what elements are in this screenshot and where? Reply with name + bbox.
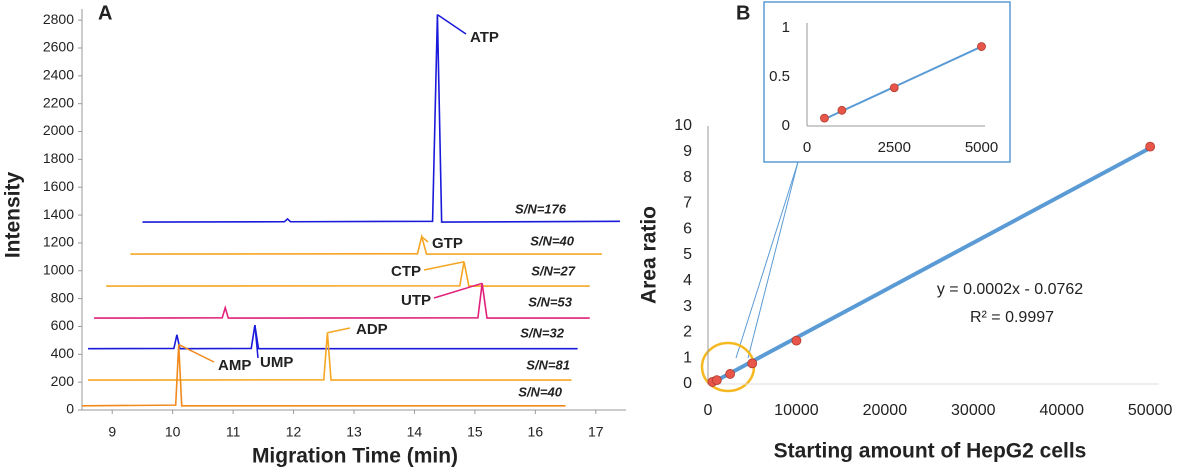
trace	[88, 332, 572, 381]
y-tick-label: 200	[51, 373, 75, 389]
y-tick-label: 6	[683, 220, 692, 237]
y-tick-label: 0	[66, 401, 74, 417]
y-tick-label: 1	[683, 349, 692, 366]
peak-connector	[436, 13, 467, 35]
y-tick-label: 1600	[43, 178, 74, 194]
panel-label: A	[98, 2, 112, 24]
x-tick-label: 5000	[965, 139, 998, 156]
y-tick-label: 0.5	[769, 68, 790, 85]
data-point	[820, 113, 829, 123]
x-axis-label: Starting amount of HepG2 cells	[774, 440, 1087, 463]
y-tick-label: 2	[683, 324, 692, 341]
trendline	[824, 45, 982, 121]
peak-label: UTP	[401, 292, 431, 309]
y-axis-label: Area ratio	[638, 206, 661, 304]
data-point	[1145, 141, 1156, 152]
y-tick-label: 1400	[43, 206, 74, 222]
x-tick-label: 50000	[1128, 402, 1173, 419]
y-tick-label: 10	[674, 117, 692, 134]
x-tick-label: 10000	[774, 402, 819, 419]
zoom-connector	[747, 161, 799, 359]
trace	[94, 283, 590, 319]
data-point	[747, 358, 758, 369]
x-tick-label: 12	[286, 424, 302, 440]
y-tick-label: 1	[782, 19, 790, 36]
sn-label: S/N=40	[518, 384, 562, 399]
y-tick-label: 0	[782, 117, 790, 134]
y-tick-label: 9	[683, 143, 692, 160]
trace	[88, 324, 578, 350]
y-tick-label: 4	[683, 272, 692, 289]
y-tick-label: 8	[683, 169, 692, 186]
x-tick-label: 40000	[1039, 402, 1084, 419]
x-tick-label: 11	[226, 424, 241, 440]
zoom-connector	[735, 161, 799, 359]
x-tick-label: 15	[467, 424, 483, 440]
sn-label: S/N=176	[515, 201, 567, 216]
y-tick-label: 1200	[43, 234, 74, 250]
trace	[106, 261, 590, 287]
peak-connector	[327, 327, 351, 334]
panel-label: B	[736, 2, 750, 24]
x-tick-label: 0	[704, 402, 713, 419]
data-point	[791, 335, 802, 346]
y-tick-label: 7	[683, 195, 692, 212]
peak-label: ADP	[356, 321, 388, 338]
peak-label: ATP	[470, 29, 499, 46]
x-tick-label: 30000	[951, 402, 996, 419]
y-tick-label: 1800	[43, 150, 74, 166]
data-point	[977, 42, 986, 51]
peak-connector	[178, 343, 215, 363]
trace	[142, 14, 620, 223]
y-axis-label: Intensity	[2, 172, 25, 259]
trace	[81, 344, 566, 407]
x-tick-label: 14	[407, 424, 423, 440]
y-tick-label: 400	[51, 345, 75, 361]
peak-label: GTP	[432, 235, 463, 252]
x-tick-label: 0	[803, 139, 811, 156]
inset-frame	[763, 1, 1011, 163]
trendline	[711, 146, 1152, 385]
sn-label: S/N=32	[520, 325, 564, 340]
y-tick-label: 1000	[43, 261, 74, 277]
peak-label: UMP	[260, 354, 293, 371]
peak-connector	[423, 260, 465, 271]
y-tick-label: 0	[683, 375, 692, 392]
data-point	[889, 83, 899, 93]
peak-connector	[421, 236, 429, 243]
sn-label: S/N=81	[526, 357, 570, 372]
x-tick-label: 2500	[878, 139, 911, 156]
y-tick-label: 2600	[43, 39, 74, 55]
data-point	[837, 105, 847, 115]
y-tick-label: 2000	[43, 122, 74, 138]
y-tick-label: 2200	[43, 94, 74, 110]
y-tick-label: 5	[683, 246, 692, 263]
sn-label: S/N=53	[528, 294, 572, 309]
fit-annotation: y = 0.0002x - 0.0762	[937, 281, 1083, 298]
peak-label: CTP	[391, 263, 421, 280]
data-point	[711, 375, 722, 386]
y-tick-label: 2400	[43, 67, 74, 83]
x-tick-label: 20000	[863, 402, 908, 419]
peak-connector	[433, 282, 483, 299]
x-tick-label: 9	[108, 424, 116, 440]
y-tick-label: 800	[51, 289, 75, 305]
peak-label: AMP	[218, 357, 251, 374]
y-tick-label: 3	[683, 298, 692, 315]
y-tick-label: 600	[51, 317, 75, 333]
x-tick-label: 17	[588, 424, 604, 440]
y-tick-label: 2800	[43, 11, 74, 27]
data-point	[725, 369, 736, 379]
x-tick-label: 13	[346, 424, 362, 440]
x-tick-label: 10	[165, 424, 181, 440]
peak-connector	[254, 324, 259, 359]
fit-annotation: R² = 0.9997	[970, 309, 1054, 326]
x-tick-label: 16	[528, 424, 544, 440]
sn-label: S/N=27	[531, 263, 575, 278]
x-axis-label: Migration Time (min)	[252, 445, 458, 468]
sn-label: S/N=40	[530, 233, 574, 248]
